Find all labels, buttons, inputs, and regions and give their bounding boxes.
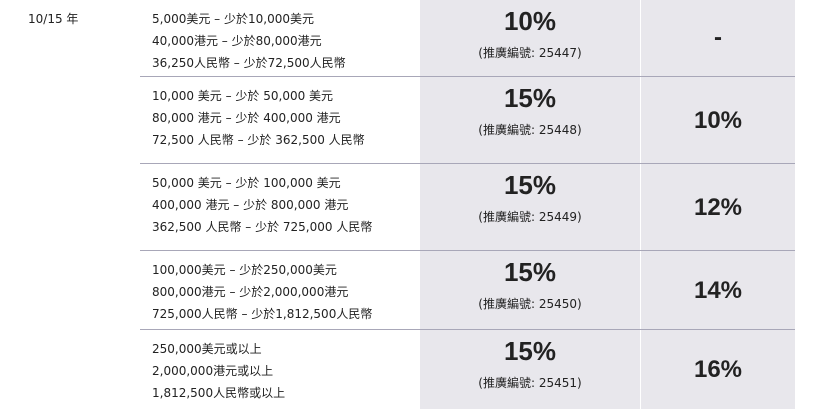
tier-line: 725,000人民幣 – 少於1,812,500人民幣: [152, 307, 373, 321]
tier-line: 362,500 人民幣 – 少於 725,000 人民幣: [152, 220, 373, 234]
rate-value: 10%: [503, 6, 557, 36]
tier-line: 250,000美元或以上: [152, 342, 262, 356]
extra-rate-cell: 10%: [641, 77, 795, 164]
tier-line: 1,812,500人民幣或以上: [152, 386, 286, 400]
table-row: 250,000美元或以上 2,000,000港元或以上 1,812,500人民幣或以…: [140, 329, 795, 409]
tier-line: 10,000 美元 – 少於 50,000 美元: [152, 89, 334, 103]
extra-rate-value: 14%: [693, 276, 743, 304]
tier-line: 72,500 人民幣 – 少於 362,500 人民幣: [152, 133, 365, 147]
extra-rate-cell: 14%: [641, 251, 795, 330]
tier-line: 40,000港元 – 少於80,000港元: [152, 34, 322, 48]
table-row: 5,000美元 – 少於10,000美元 40,000港元 – 少於80,000港…: [140, 0, 795, 76]
extra-rate-cell: -: [641, 0, 795, 76]
table-row: 100,000美元 – 少於250,000美元 800,000港元 – 少於2,0…: [140, 250, 795, 330]
tier-line: 2,000,000港元或以上: [152, 364, 274, 378]
extra-rate-value: 10%: [693, 106, 743, 134]
rate-value: 15%: [503, 83, 557, 113]
tier-cell: 5,000美元 – 少於10,000美元 40,000港元 – 少於80,000港…: [140, 0, 420, 76]
tier-cell: 250,000美元或以上 2,000,000港元或以上 1,812,500人民幣或以…: [140, 330, 420, 409]
extra-rate-cell: 12%: [641, 164, 795, 251]
tier-cell: 10,000 美元 – 少於 50,000 美元 80,000 港元 – 少於 4…: [140, 77, 420, 164]
rate-cell: 15% (推廣編號: 25449): [420, 164, 641, 251]
promo-code: (推廣編號: 25449): [478, 210, 582, 224]
promo-code: (推廣編號: 25450): [478, 297, 582, 311]
rate-cell: 15% (推廣編號: 25451): [420, 330, 641, 409]
tier-line: 100,000美元 – 少於250,000美元: [152, 263, 337, 277]
extra-rate-value: 12%: [693, 193, 743, 221]
promo-code: (推廣編號: 25447): [478, 46, 582, 60]
rate-cell: 10% (推廣編號: 25447): [420, 0, 641, 76]
tier-line: 80,000 港元 – 少於 400,000 港元: [152, 111, 341, 125]
tier-line: 5,000美元 – 少於10,000美元: [152, 12, 314, 26]
tier-line: 400,000 港元 – 少於 800,000 港元: [152, 198, 349, 212]
tier-line: 50,000 美元 – 少於 100,000 美元: [152, 176, 341, 190]
rate-value: 15%: [503, 336, 557, 366]
tier-cell: 50,000 美元 – 少於 100,000 美元 400,000 港元 – 少於…: [140, 164, 420, 251]
extra-rate-value: -: [714, 24, 722, 51]
rate-cell: 15% (推廣編號: 25448): [420, 77, 641, 164]
extra-rate-value: 16%: [693, 355, 743, 383]
tier-cell: 100,000美元 – 少於250,000美元 800,000港元 – 少於2,0…: [140, 251, 420, 330]
term-label: 10/15 年: [28, 12, 79, 26]
rate-value: 15%: [503, 170, 557, 200]
rate-cell: 15% (推廣編號: 25450): [420, 251, 641, 330]
extra-rate-cell: 16%: [641, 330, 795, 409]
tier-line: 36,250人民幣 – 少於72,500人民幣: [152, 56, 346, 70]
rate-value: 15%: [503, 257, 557, 287]
tier-line: 800,000港元 – 少於2,000,000港元: [152, 285, 349, 299]
promo-code: (推廣編號: 25451): [478, 376, 582, 390]
promo-code: (推廣編號: 25448): [478, 123, 582, 137]
table-row: 50,000 美元 – 少於 100,000 美元 400,000 港元 – 少於…: [140, 163, 795, 251]
table-row: 10,000 美元 – 少於 50,000 美元 80,000 港元 – 少於 4…: [140, 76, 795, 164]
